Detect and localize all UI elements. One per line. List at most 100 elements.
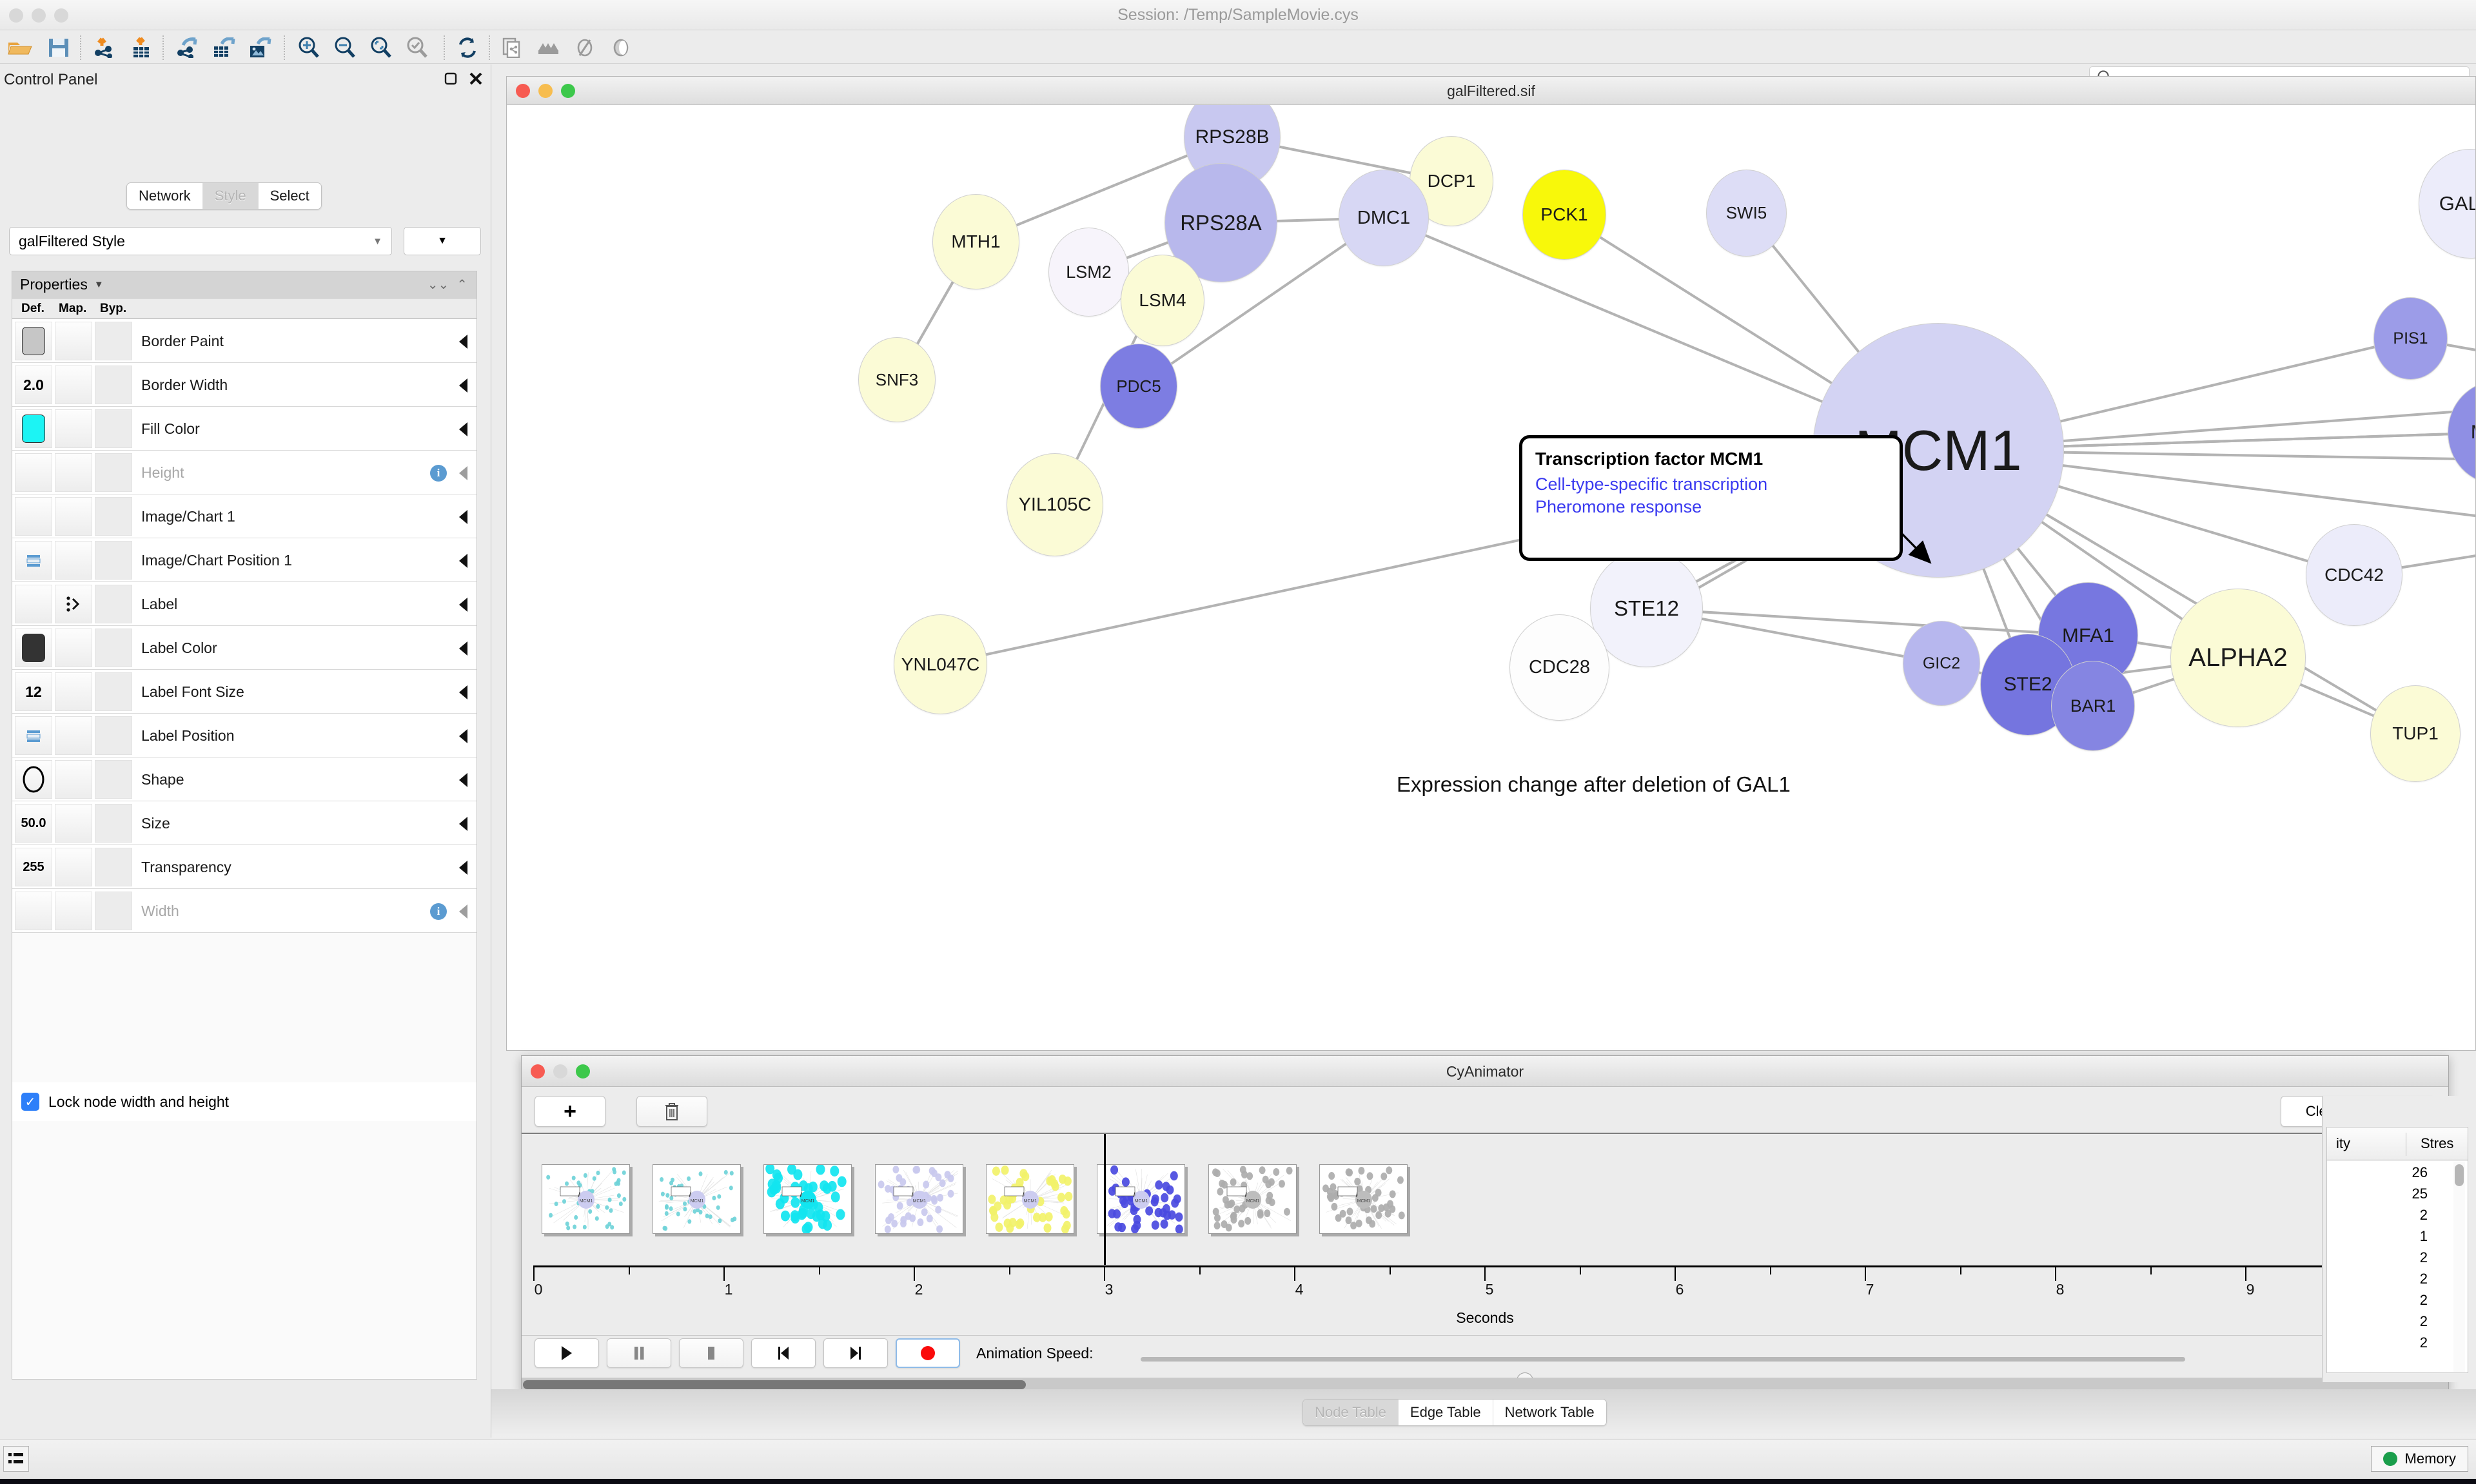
- property-row-border-paint[interactable]: Border Paint: [12, 319, 477, 363]
- network-node-pck1[interactable]: PCK1: [1522, 170, 1606, 260]
- zoom-in-icon[interactable]: [294, 37, 324, 59]
- table-cell[interactable]: 1: [2419, 1228, 2428, 1244]
- table-tabs[interactable]: Node Table Edge Table Network Table: [1302, 1399, 1607, 1426]
- color-swatch[interactable]: [22, 327, 45, 355]
- export-network-icon[interactable]: [173, 37, 202, 59]
- network-node-lsm2[interactable]: LSM2: [1048, 228, 1129, 317]
- hide-icon[interactable]: [570, 37, 600, 59]
- task-list-icon[interactable]: [3, 1446, 29, 1472]
- scrollbar-thumb[interactable]: [2455, 1164, 2464, 1186]
- mapping-cell[interactable]: [55, 804, 92, 843]
- property-row-label-font-size[interactable]: 12 Label Font Size: [12, 670, 477, 714]
- table-vertical-scrollbar[interactable]: [2453, 1162, 2465, 1372]
- lock-checkbox[interactable]: ✓: [21, 1093, 39, 1111]
- network-node-gic2[interactable]: GIC2: [1903, 621, 1980, 706]
- minimize-cyanimator-button[interactable]: [553, 1064, 567, 1079]
- tab-network[interactable]: Network: [127, 183, 203, 209]
- default-cell[interactable]: [15, 453, 52, 492]
- default-cell[interactable]: [15, 497, 52, 536]
- property-row-image-chart-position-1[interactable]: Image/Chart Position 1: [12, 538, 477, 582]
- style-select-dropdown[interactable]: galFiltered Style ▼: [9, 227, 392, 255]
- import-network-icon[interactable]: [90, 37, 120, 59]
- new-network-icon[interactable]: [498, 37, 527, 59]
- mapping-cell[interactable]: [55, 453, 92, 492]
- property-row-size[interactable]: 50.0 Size: [12, 801, 477, 845]
- property-row-transparency[interactable]: 255 Transparency: [12, 845, 477, 889]
- bypass-cell[interactable]: [95, 629, 132, 667]
- animation-speed-slider[interactable]: [1141, 1357, 2185, 1389]
- property-row-label-position[interactable]: Label Position: [12, 714, 477, 757]
- property-row-fill-color[interactable]: Fill Color: [12, 407, 477, 451]
- cyanimator-traffic-lights[interactable]: [531, 1064, 590, 1079]
- expand-arrow-icon[interactable]: [459, 685, 467, 699]
- color-swatch[interactable]: [22, 415, 45, 443]
- network-node-lsm4[interactable]: LSM4: [1121, 255, 1204, 346]
- table-column-1[interactable]: ity: [2336, 1135, 2350, 1151]
- close-cyanimator-button[interactable]: [531, 1064, 545, 1079]
- tab-node-table[interactable]: Node Table: [1303, 1400, 1399, 1425]
- bypass-cell[interactable]: [95, 804, 132, 843]
- network-node-pis1[interactable]: PIS1: [2373, 297, 2448, 380]
- nested-network-icon[interactable]: [534, 37, 564, 59]
- default-cell[interactable]: [15, 585, 52, 623]
- tab-edge-table[interactable]: Edge Table: [1398, 1400, 1493, 1425]
- mapping-cell[interactable]: [55, 585, 92, 623]
- export-image-icon[interactable]: [245, 37, 275, 59]
- default-cell[interactable]: [15, 409, 52, 448]
- network-node-cdc42[interactable]: CDC42: [2306, 524, 2402, 626]
- maximize-cyanimator-button[interactable]: [576, 1064, 590, 1079]
- close-window-button[interactable]: [9, 8, 23, 23]
- expand-arrow-icon[interactable]: [459, 422, 467, 436]
- maximize-window-button[interactable]: [54, 8, 68, 23]
- default-cell[interactable]: [15, 541, 52, 580]
- network-canvas[interactable]: RPS28BDCP1RPS28ADMC1PCK1SWI5GAL80GAL11ST…: [507, 105, 2475, 1050]
- mapping-cell[interactable]: [55, 409, 92, 448]
- mapping-cell[interactable]: [55, 760, 92, 799]
- mapping-cell[interactable]: [55, 497, 92, 536]
- expand-arrow-icon[interactable]: [459, 335, 467, 349]
- mapping-cell[interactable]: [55, 541, 92, 580]
- collapse-all-icon[interactable]: ⌃: [457, 278, 467, 292]
- table-cell[interactable]: 2: [2419, 1334, 2428, 1351]
- mapping-cell[interactable]: [55, 716, 92, 755]
- frame-thumbnail-6[interactable]: MCM1: [1208, 1164, 1297, 1234]
- table-cell[interactable]: 2: [2419, 1271, 2428, 1287]
- default-cell[interactable]: 2.0: [15, 366, 52, 404]
- pause-button[interactable]: [607, 1338, 671, 1368]
- bypass-cell[interactable]: [95, 453, 132, 492]
- bypass-cell[interactable]: [95, 497, 132, 536]
- network-window-traffic-lights[interactable]: [516, 84, 575, 98]
- network-node-mth1[interactable]: MTH1: [932, 194, 1019, 289]
- frame-thumbnail-1[interactable]: MCM1: [652, 1164, 741, 1234]
- frame-thumbnail-0[interactable]: MCM1: [541, 1164, 630, 1234]
- info-icon[interactable]: i: [430, 465, 447, 482]
- color-swatch[interactable]: [22, 634, 45, 662]
- network-node-ynl047c[interactable]: YNL047C: [894, 614, 987, 714]
- bypass-cell[interactable]: [95, 409, 132, 448]
- property-row-width[interactable]: Width i: [12, 889, 477, 933]
- table-column-2[interactable]: Stres: [2421, 1135, 2454, 1151]
- float-panel-icon[interactable]: [444, 72, 458, 89]
- zoom-selected-icon[interactable]: [402, 37, 432, 59]
- network-node-yil105c[interactable]: YIL105C: [1007, 453, 1103, 556]
- cyanimator-horizontal-scrollbar[interactable]: [522, 1378, 2448, 1392]
- previous-frame-button[interactable]: [751, 1338, 816, 1368]
- record-button[interactable]: [896, 1338, 960, 1368]
- network-node-cdc28[interactable]: CDC28: [1509, 614, 1609, 721]
- expand-arrow-icon[interactable]: [459, 510, 467, 524]
- frame-thumbnail-5[interactable]: MCM1: [1097, 1164, 1186, 1234]
- export-table-icon[interactable]: [209, 37, 239, 59]
- bypass-cell[interactable]: [95, 366, 132, 404]
- style-options-button[interactable]: ▼: [404, 227, 481, 255]
- expand-arrow-icon[interactable]: [459, 904, 467, 919]
- maximize-network-window-button[interactable]: [561, 84, 575, 98]
- chevron-down-icon[interactable]: ▼: [93, 279, 104, 290]
- refresh-icon[interactable]: [453, 37, 482, 59]
- property-row-shape[interactable]: Shape: [12, 757, 477, 801]
- network-node-ste12[interactable]: STE12: [1590, 550, 1703, 667]
- minimize-window-button[interactable]: [32, 8, 46, 23]
- window-traffic-lights[interactable]: [9, 8, 68, 23]
- mapping-cell[interactable]: [55, 892, 92, 930]
- memory-status-button[interactable]: Memory: [2370, 1446, 2468, 1472]
- bypass-cell[interactable]: [95, 322, 132, 360]
